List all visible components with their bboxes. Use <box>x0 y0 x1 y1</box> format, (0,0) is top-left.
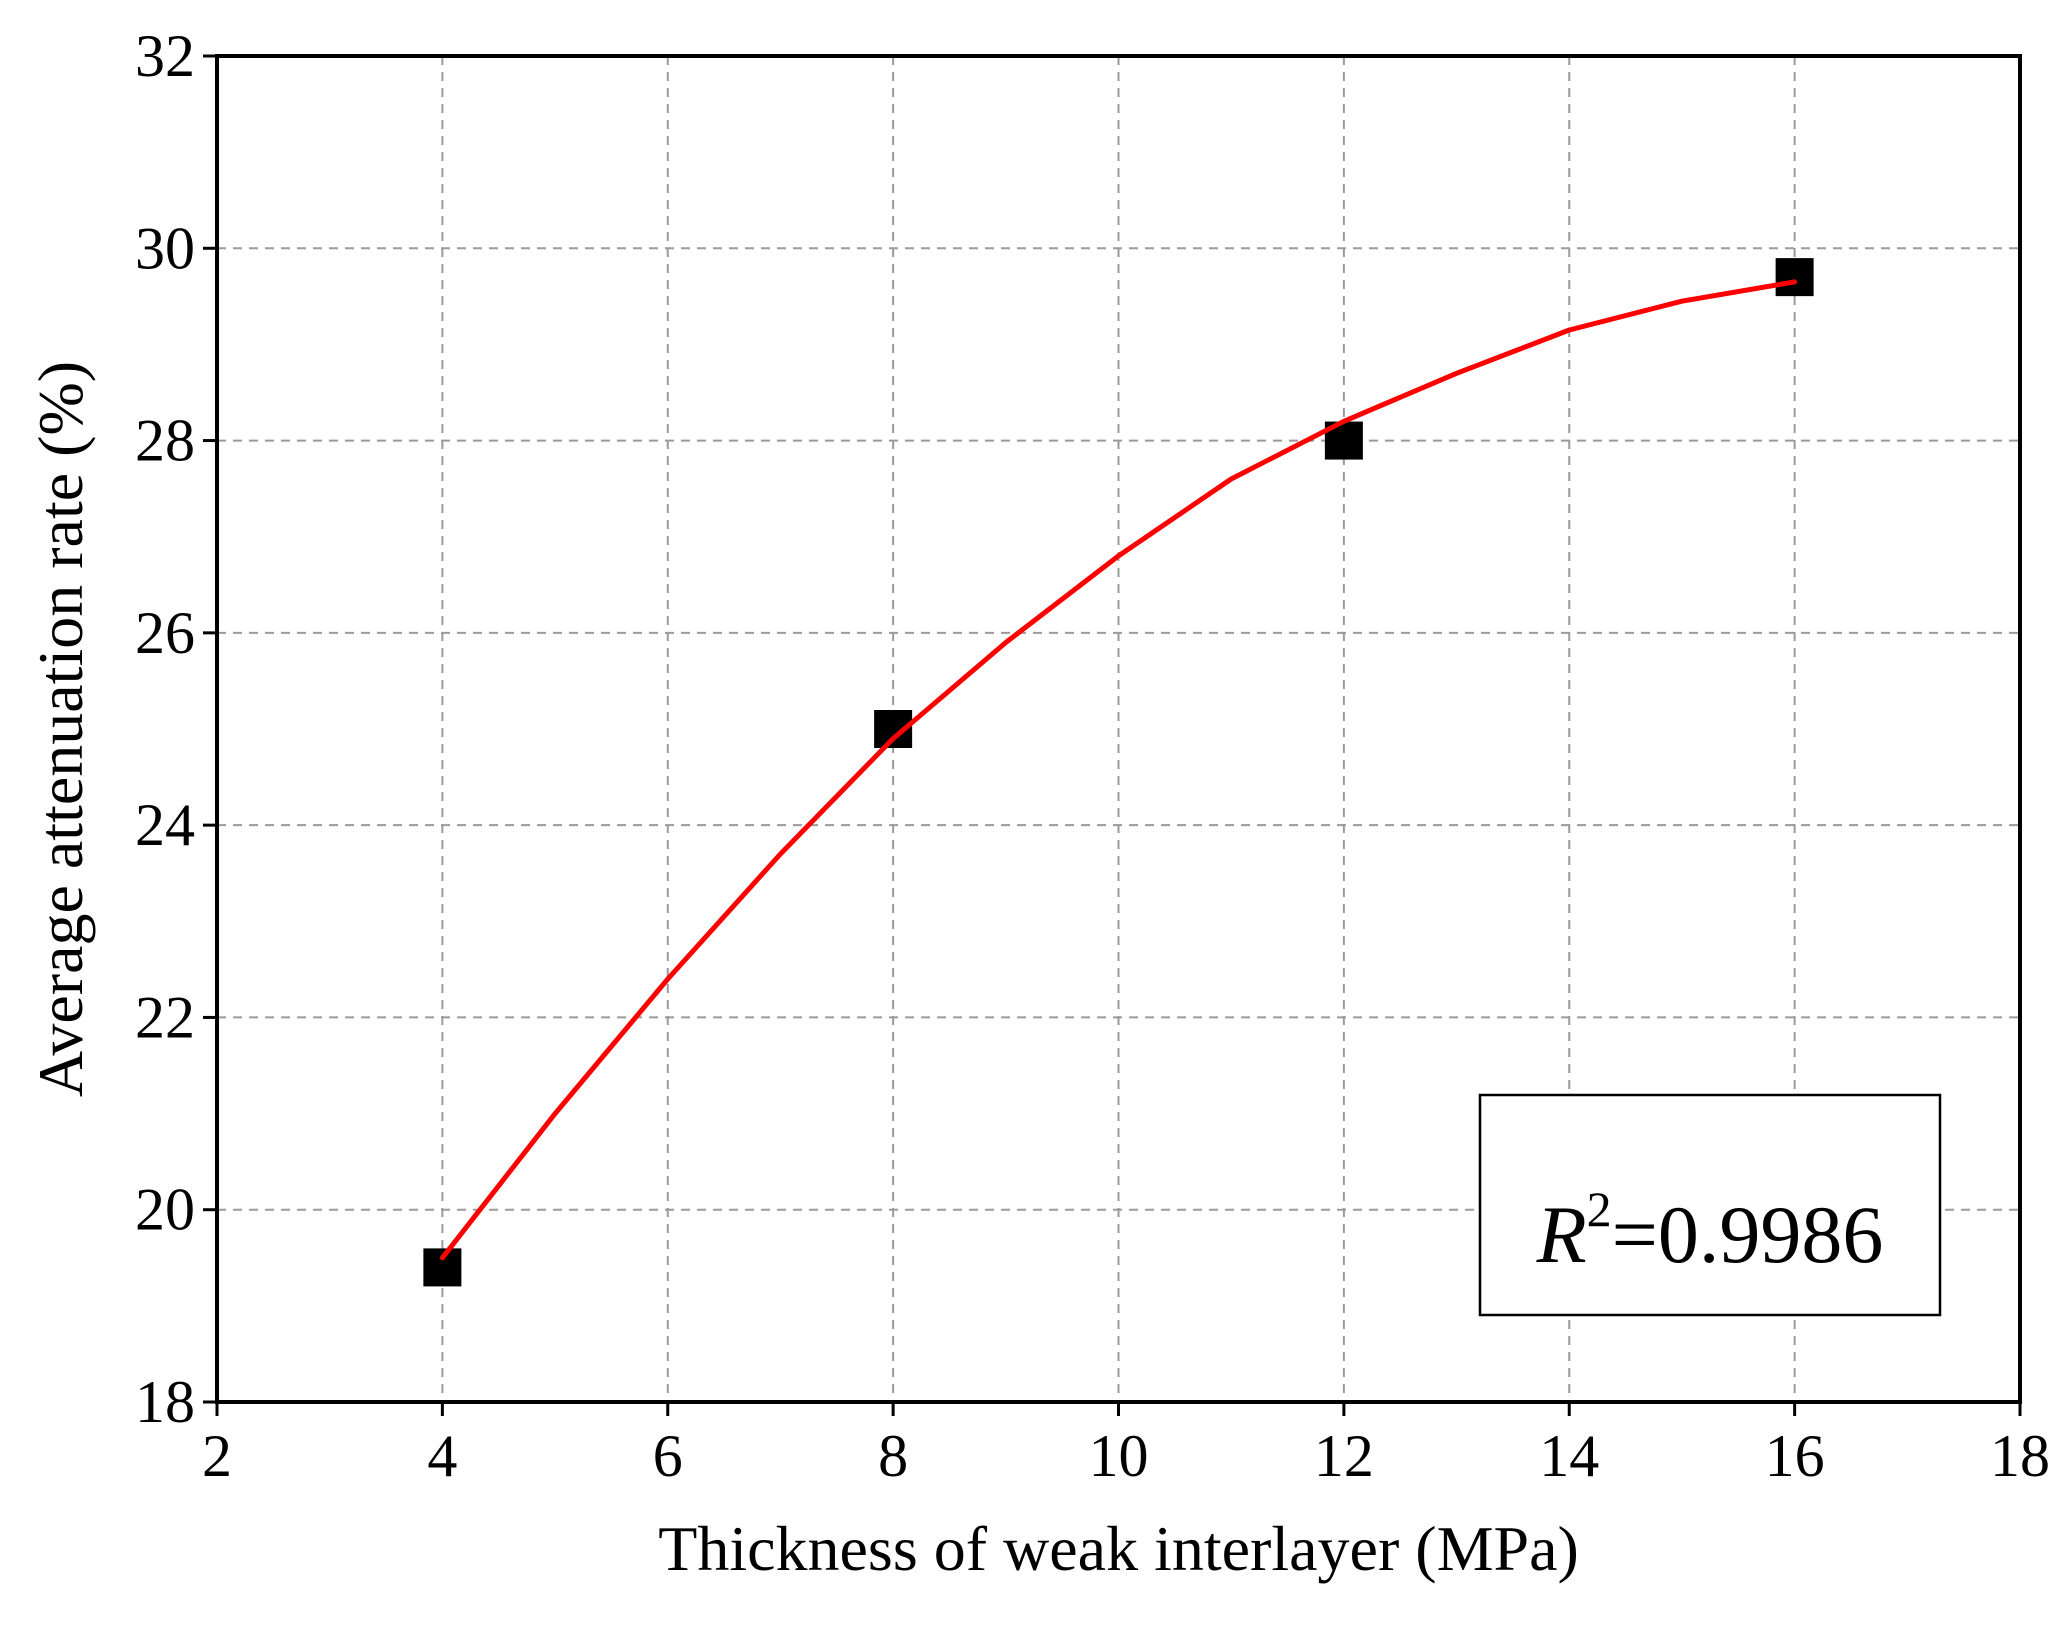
annotation-text: R2=0.9986 <box>1536 1181 1884 1280</box>
axis-ticks <box>203 54 2022 1416</box>
y-tick-label: 22 <box>135 984 195 1050</box>
x-tick-label: 16 <box>1765 1423 1825 1489</box>
y-tick-label: 32 <box>135 23 195 89</box>
y-tick-label: 30 <box>135 215 195 281</box>
y-tick-label: 26 <box>135 600 195 666</box>
x-tick-label: 6 <box>653 1423 683 1489</box>
fit-curve <box>439 279 1798 1261</box>
annotation-superscript: 2 <box>1587 1181 1612 1237</box>
x-tick-label: 18 <box>1990 1423 2050 1489</box>
y-tick-label: 18 <box>135 1369 195 1435</box>
y-tick-label: 24 <box>135 792 195 858</box>
x-tick-label: 2 <box>202 1423 232 1489</box>
x-tick-label: 14 <box>1539 1423 1599 1489</box>
x-tick-label: 8 <box>878 1423 908 1489</box>
x-tick-label: 4 <box>427 1423 457 1489</box>
plot-frame <box>215 54 2022 1404</box>
r-squared-annotation: R2=0.9986 <box>1478 1093 1942 1317</box>
annotation-box <box>1478 1093 1942 1317</box>
x-axis-title: Thickness of weak interlayer (MPa) <box>658 1513 1579 1584</box>
x-tick-label: 10 <box>1089 1423 1149 1489</box>
y-tick-label: 28 <box>135 408 195 474</box>
y-tick-label: 20 <box>135 1177 195 1243</box>
x-tick-label: 12 <box>1314 1423 1374 1489</box>
annotation-value: =0.9986 <box>1612 1189 1884 1280</box>
y-axis-title: Average attenuation rate (%) <box>25 361 96 1097</box>
annotation-label: R <box>1536 1189 1587 1280</box>
data-point-square <box>1775 258 1814 297</box>
data-series <box>423 258 1814 1287</box>
